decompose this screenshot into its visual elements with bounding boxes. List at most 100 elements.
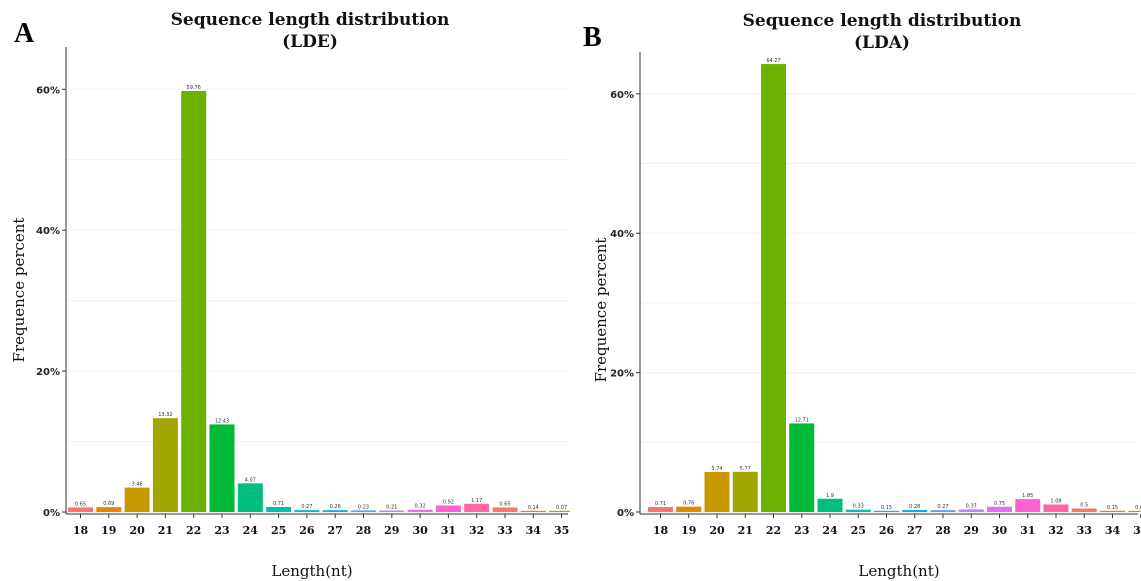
x-tick-label: 35 <box>554 524 569 537</box>
data-label: 12.71 <box>795 417 809 423</box>
data-label: 0.15 <box>881 505 892 511</box>
x-tick-label: 35 <box>1133 524 1141 537</box>
data-label: 0.27 <box>301 504 312 510</box>
bar <box>648 507 673 512</box>
y-axis-label: Frequence percent <box>10 218 28 363</box>
bar <box>435 505 461 512</box>
x-tick-label: 23 <box>214 524 229 537</box>
bar <box>549 510 570 512</box>
x-tick-label: 29 <box>964 524 979 537</box>
data-label: 0.15 <box>1107 505 1118 511</box>
chart-a-svg: A Sequence length distribution (LDE) Len… <box>10 10 570 580</box>
bar <box>492 507 518 512</box>
panel-letter: B <box>583 22 602 53</box>
x-tick-label: 26 <box>879 524 895 537</box>
x-tick-label: 30 <box>992 524 1008 537</box>
data-label: 0.23 <box>358 504 369 510</box>
bar <box>266 506 292 512</box>
data-label: 5.74 <box>711 466 722 472</box>
data-label: 4.07 <box>245 477 256 483</box>
x-tick-label: 23 <box>794 524 809 537</box>
x-tick-label: 29 <box>384 524 399 537</box>
bar <box>520 510 546 512</box>
chart-panel-a: A Sequence length distribution (LDE) Len… <box>0 0 570 581</box>
bar <box>152 418 178 512</box>
bar <box>351 510 376 512</box>
x-tick-label: 21 <box>738 524 753 537</box>
bar <box>987 506 1012 512</box>
data-label: 0.07 <box>556 505 567 511</box>
x-tick-label: 33 <box>497 524 512 537</box>
bar <box>902 510 928 512</box>
data-label: 1.08 <box>1050 498 1061 504</box>
y-axis-label: Frequence percent <box>592 238 610 383</box>
x-tick-label: 26 <box>299 524 315 537</box>
bar <box>1100 510 1125 512</box>
data-label: 0.71 <box>273 501 284 507</box>
bar <box>704 471 730 512</box>
data-label: 0.06 <box>1135 505 1141 511</box>
x-tick-label: 34 <box>526 524 542 537</box>
data-label: 0.27 <box>937 504 948 510</box>
data-label: 1.85 <box>1022 493 1033 499</box>
y-tick-label: 40% <box>610 229 634 240</box>
data-label: 0.71 <box>655 501 666 507</box>
x-axis-label: Length(nt) <box>858 562 939 580</box>
x-tick-label: 20 <box>709 524 725 537</box>
x-tick-label: 33 <box>1077 524 1092 537</box>
data-label: 0.5 <box>1080 503 1088 509</box>
bar <box>322 510 348 512</box>
x-tick-label: 27 <box>328 524 343 537</box>
x-tick-label: 19 <box>101 524 116 537</box>
data-label: 1.9 <box>826 493 834 499</box>
y-tick-label: 0% <box>617 508 634 519</box>
bar <box>1015 499 1041 512</box>
bar <box>761 64 786 512</box>
x-tick-label: 20 <box>129 524 145 537</box>
y-tick-label: 40% <box>36 226 60 237</box>
data-label: 0.32 <box>415 504 426 510</box>
bar <box>407 509 433 512</box>
data-label: 59.76 <box>187 85 201 91</box>
data-label: 0.65 <box>499 501 510 507</box>
data-label: 0.28 <box>909 504 920 510</box>
bar <box>1071 508 1097 512</box>
bar <box>676 506 702 512</box>
data-label: 1.17 <box>471 498 482 504</box>
data-label: 13.32 <box>158 412 172 418</box>
x-tick-label: 32 <box>469 524 484 537</box>
bar <box>732 471 758 512</box>
x-tick-label: 31 <box>1020 524 1035 537</box>
x-tick-label: 34 <box>1105 524 1121 537</box>
bar <box>124 487 150 512</box>
x-tick-label: 30 <box>412 524 428 537</box>
bar <box>958 509 984 512</box>
bar <box>237 483 263 512</box>
bar <box>464 503 490 512</box>
x-tick-label: 19 <box>681 524 696 537</box>
x-tick-label: 22 <box>766 524 781 537</box>
x-tick-label: 27 <box>907 524 922 537</box>
bar <box>181 90 207 513</box>
data-label: 0.65 <box>75 501 86 507</box>
x-tick-label: 18 <box>73 524 89 537</box>
y-tick-label: 60% <box>610 90 634 101</box>
chart-title: Sequence length distribution <box>171 10 450 30</box>
x-tick-label: 32 <box>1048 524 1063 537</box>
chart-subtitle: (LDE) <box>282 32 338 52</box>
plot-area: 0% 20% 40% 60% 0.71 18 0.76 19 5.74 20 5.77 21 64.27… <box>610 52 1141 537</box>
bar <box>874 510 899 512</box>
panel-letter: A <box>14 18 35 49</box>
data-label: 64.27 <box>766 58 780 64</box>
data-label: 3.46 <box>132 482 143 488</box>
bar <box>379 510 405 512</box>
bar <box>789 423 815 512</box>
x-tick-label: 18 <box>653 524 669 537</box>
data-label: 12.43 <box>215 418 229 424</box>
bar <box>209 424 235 512</box>
x-tick-label: 24 <box>243 524 259 537</box>
x-axis-label: Length(nt) <box>271 562 352 580</box>
y-tick-label: 20% <box>610 369 634 380</box>
data-label: 5.77 <box>740 466 751 472</box>
chart-title: Sequence length distribution <box>743 11 1022 31</box>
